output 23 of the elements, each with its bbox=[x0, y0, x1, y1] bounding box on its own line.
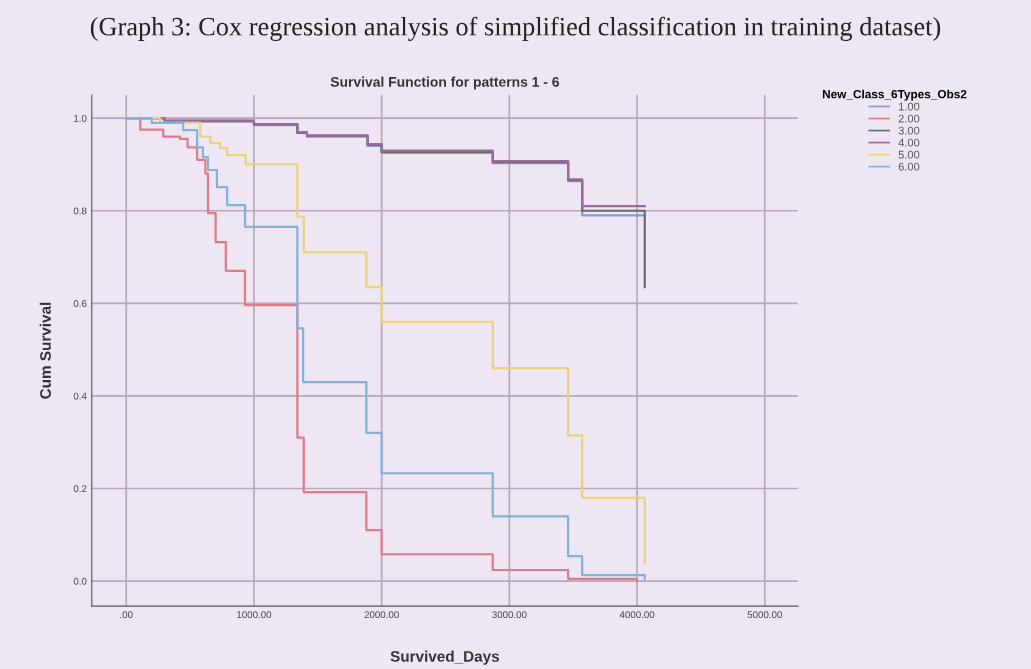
x-tick-label: 5000.00 bbox=[747, 611, 782, 619]
y-tick-label: 0.2 bbox=[73, 485, 87, 493]
legend-label: 6.00 bbox=[898, 162, 920, 171]
y-axis-title: Cum Survival bbox=[39, 302, 51, 399]
legend-label: 3.00 bbox=[898, 126, 920, 135]
x-axis-title: Survived_Days bbox=[390, 650, 500, 665]
x-tick-label: .00 bbox=[120, 611, 133, 619]
x-tick-label: 4000.00 bbox=[619, 611, 655, 619]
legend-label: 4.00 bbox=[898, 138, 920, 147]
y-tick-label: 0.0 bbox=[73, 577, 87, 585]
y-tick-label: 0.6 bbox=[73, 300, 87, 307]
text: (Graph 3: Cox regression analysis of simplified classification in training dataset) bbox=[90, 16, 941, 41]
legend-label: 1.00 bbox=[899, 102, 920, 111]
y-tick-label: 1.0 bbox=[74, 114, 87, 122]
x-tick-label: 1000.00 bbox=[237, 611, 272, 619]
y-tick-label: 0.4 bbox=[73, 392, 87, 400]
legend-title: New_Class_6Types_Obs2 bbox=[822, 89, 967, 101]
y-tick-label: 0.8 bbox=[73, 207, 87, 215]
x-tick-label: 3000.00 bbox=[492, 611, 527, 619]
legend-label: 5.00 bbox=[898, 150, 920, 159]
x-tick-label: 2000.00 bbox=[364, 611, 399, 619]
chart-title: Survival Function for patterns 1 - 6 bbox=[330, 76, 559, 90]
legend-label: 2.00 bbox=[898, 114, 920, 123]
